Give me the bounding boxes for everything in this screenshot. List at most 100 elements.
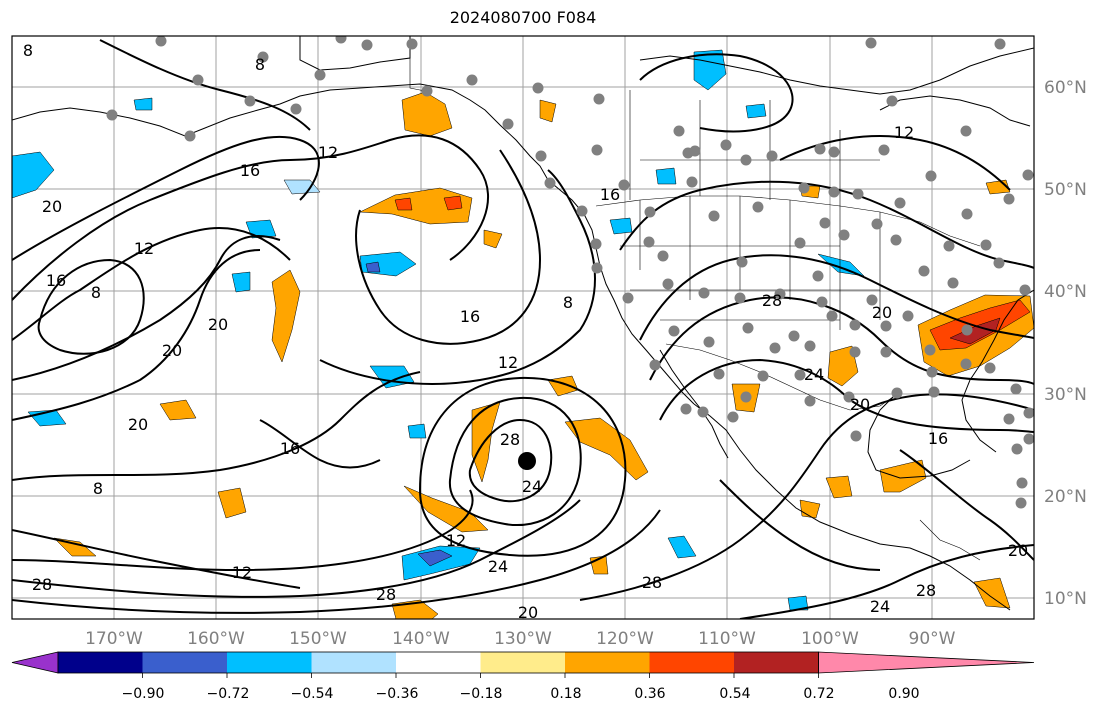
shade-orange: [403, 485, 489, 533]
contour-label: 12: [498, 353, 518, 372]
colorbar-tick-label: −0.54: [291, 686, 334, 702]
lat-tick-label: 20°N: [1044, 487, 1087, 507]
shade-red: [394, 197, 413, 211]
lon-tick-label: 130°W: [494, 629, 552, 649]
contour-label-layer: 8 8 12 16 20 12 16 8 20 20 16 12 28 24 8…: [23, 41, 1028, 619]
contour-line: [355, 149, 542, 345]
contour-line: [12, 371, 421, 481]
contour-line: [12, 235, 281, 381]
colorbar-tick-label: −0.72: [207, 686, 250, 702]
observation-dot: [406, 38, 418, 50]
shade-orange: [483, 229, 503, 249]
latitude-axis: 60°N 50°N 40°N 30°N 20°N 10°N: [1044, 78, 1087, 609]
observation-dot: [576, 205, 588, 217]
observation-dot: [1019, 284, 1031, 296]
observation-dot: [257, 51, 269, 63]
observation-dot: [928, 386, 940, 398]
shade-red: [443, 195, 463, 211]
observation-dot: [740, 154, 752, 166]
contour-line: [719, 479, 881, 571]
shade-blue: [787, 595, 809, 611]
contour-line: [12, 529, 301, 589]
observation-dot: [736, 256, 748, 268]
shade-orange: [827, 345, 859, 387]
shade-orange: [359, 187, 473, 225]
contour-line: [37, 258, 145, 355]
contour-label: 8: [255, 55, 265, 74]
observation-dot: [804, 340, 816, 352]
lon-tick-label: 120°W: [596, 629, 654, 649]
shade-blue: [133, 97, 153, 111]
observation-dot: [643, 236, 655, 248]
observation-dot: [544, 177, 556, 189]
shade-orange: [825, 475, 853, 499]
observation-dot: [698, 287, 710, 299]
lon-tick-label: 140°W: [392, 629, 450, 649]
observation-dot: [849, 346, 861, 358]
contour-label: 28: [762, 291, 782, 310]
border-us-canada: [595, 195, 981, 247]
colorbar-segment: [565, 652, 650, 673]
observation-dot: [878, 144, 890, 156]
observation-dot: [314, 69, 326, 81]
contour-line: [12, 227, 291, 341]
lon-tick-label: 90°W: [909, 629, 956, 649]
map-title: 2024080700 F084: [449, 8, 597, 27]
contour-line: [639, 53, 794, 133]
observation-dot: [720, 139, 732, 151]
colorbar-tick-labels: −0.90 −0.72 −0.54 −0.36 −0.18 0.18 0.36 …: [122, 686, 920, 702]
map-frame: [11, 35, 1035, 620]
contour-line: [739, 544, 1034, 619]
observation-dot: [708, 210, 720, 222]
contour-label: 12: [134, 239, 154, 258]
observation-dot: [106, 109, 118, 121]
observation-dot: [618, 179, 630, 191]
observation-dot: [1010, 383, 1022, 395]
colorbar-tick-label: −0.36: [376, 686, 419, 702]
observation-dot: [924, 344, 936, 356]
contour-line: [12, 499, 581, 598]
lat-tick-label: 50°N: [1044, 180, 1087, 200]
shade-orange: [159, 399, 197, 421]
shade-blue: [283, 179, 321, 195]
observation-dot: [850, 430, 862, 442]
observation-dot: [1003, 413, 1015, 425]
observation-dot: [502, 118, 514, 130]
shade-blue: [745, 103, 767, 119]
contour-label: 20: [850, 395, 870, 414]
observation-dot: [192, 74, 204, 86]
colorbar-outline: [57, 651, 819, 674]
colorbar: [11, 651, 1035, 678]
observation-dot: [918, 265, 930, 277]
contour-label: 8: [91, 283, 101, 302]
lat-tick-label: 10°N: [1044, 589, 1087, 609]
lat-tick-label: 60°N: [1044, 78, 1087, 98]
observation-dot: [335, 36, 347, 44]
observation-dot: [590, 238, 602, 250]
observation-dot: [662, 278, 674, 290]
colorbar-segment: [311, 652, 396, 673]
observation-dot: [689, 145, 701, 157]
observation-dot: [994, 38, 1006, 50]
lon-tick-label: 110°W: [698, 629, 756, 649]
contour-label: 20: [42, 197, 62, 216]
observation-dot: [466, 74, 478, 86]
contour-line: [12, 134, 490, 301]
observation-dot: [535, 150, 547, 162]
observation-dot: [591, 144, 603, 156]
contour-line: [448, 396, 582, 526]
observation-dot: [1003, 193, 1015, 205]
contour-label: 20: [1008, 541, 1028, 560]
colorbar-segment: [649, 652, 734, 673]
observation-dot: [727, 411, 739, 423]
observation-dot: [980, 239, 992, 251]
observation-dot: [532, 82, 544, 94]
shade-blue: [609, 217, 633, 235]
observation-dot: [1023, 407, 1034, 419]
observation-dot: [886, 95, 898, 107]
observation-dot: [849, 319, 861, 331]
colorbar-segment: [396, 652, 481, 673]
lat-tick-label: 30°N: [1044, 385, 1087, 405]
observation-dot: [984, 362, 996, 374]
